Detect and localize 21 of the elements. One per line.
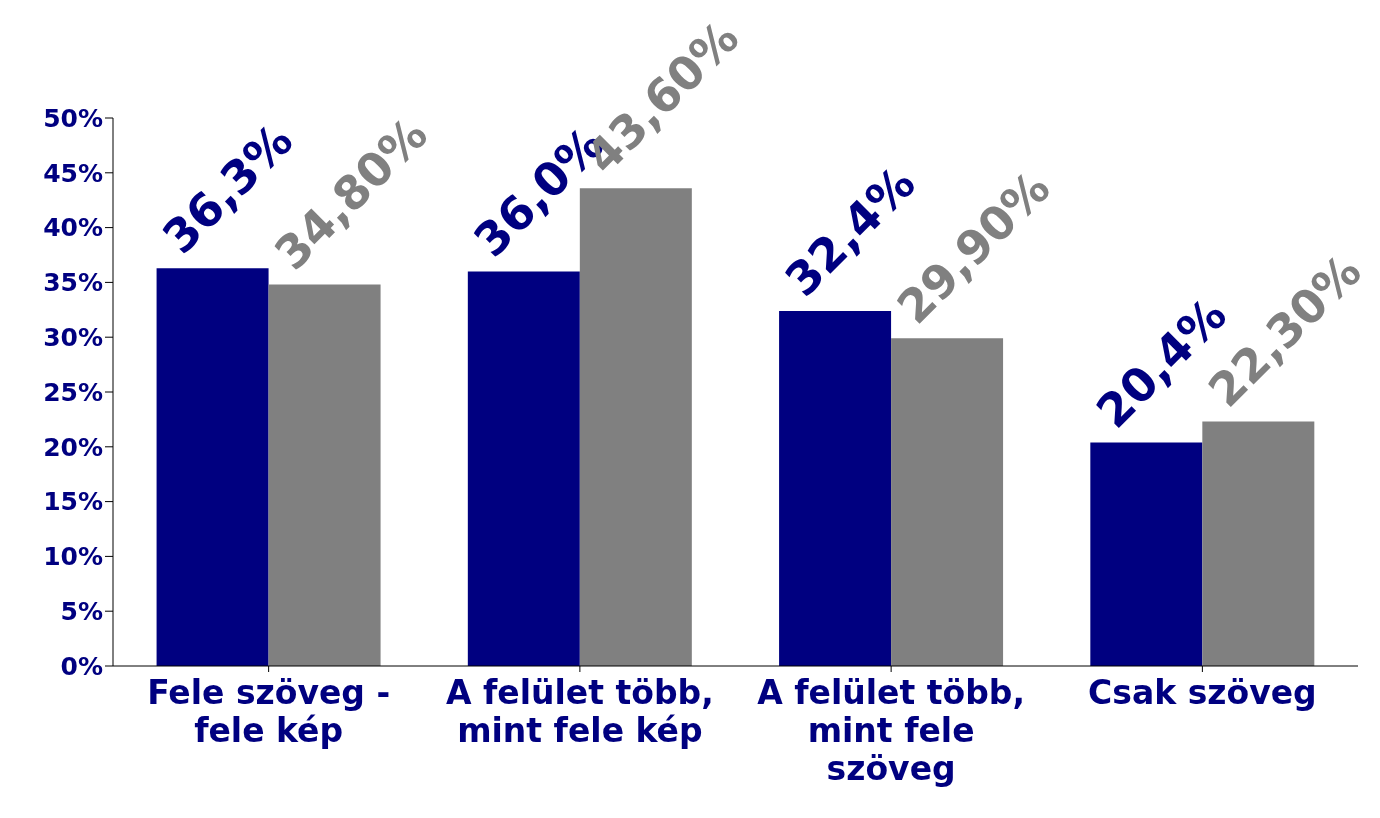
x-tick-label: A felület több, mint fele kép bbox=[445, 673, 714, 750]
y-tick-label: 30% bbox=[43, 323, 103, 353]
x-tick-label: Fele szöveg - fele kép bbox=[147, 673, 391, 750]
y-tick-label: 0% bbox=[60, 651, 103, 681]
y-tick-label: 50% bbox=[43, 103, 103, 133]
bar bbox=[156, 268, 269, 666]
y-tick-label: 40% bbox=[43, 213, 103, 243]
y-tick-label: 35% bbox=[43, 268, 103, 298]
y-tick-label: 20% bbox=[43, 432, 103, 462]
bar bbox=[779, 310, 892, 666]
bar bbox=[1090, 442, 1203, 666]
bar bbox=[268, 284, 381, 666]
y-tick-label: 10% bbox=[43, 542, 103, 572]
bar bbox=[891, 338, 1004, 666]
y-tick-label: 25% bbox=[43, 377, 103, 407]
y-tick-label: 5% bbox=[60, 597, 103, 627]
y-tick-label: 15% bbox=[43, 487, 103, 517]
bar bbox=[467, 271, 580, 666]
x-tick-label: A felület több, mint fele szöveg bbox=[757, 673, 1026, 788]
y-tick-label: 45% bbox=[43, 158, 103, 188]
x-tick-label: Csak szöveg bbox=[1088, 673, 1317, 712]
